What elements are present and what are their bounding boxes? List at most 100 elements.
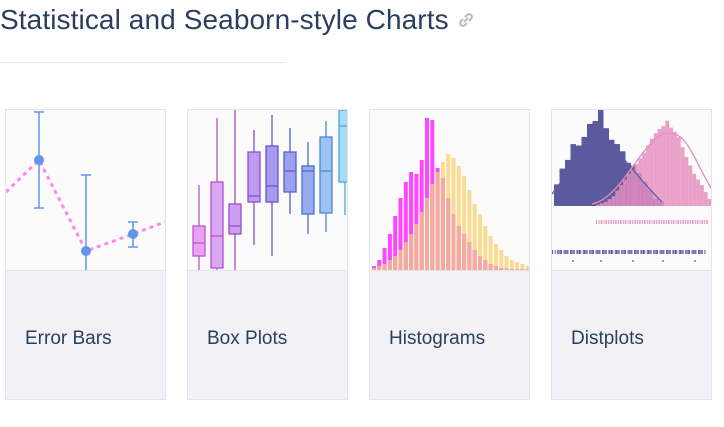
thumbnail-bar (696, 220, 698, 224)
thumbnail-bar (684, 157, 689, 206)
thumbnail-bar (624, 220, 626, 224)
thumbnail-bar (682, 250, 684, 254)
thumbnail-bar (567, 250, 569, 254)
thumbnail-bar (393, 256, 398, 270)
card-label-error-bars[interactable]: Error Bars (25, 328, 112, 349)
thumbnail-bar (586, 250, 588, 254)
error-bars-thumbnail (6, 110, 165, 270)
thumbnail-bar (650, 250, 652, 254)
thumbnail-bar (668, 250, 670, 254)
thumbnail-bar (615, 190, 620, 206)
thumbnail-bar (625, 250, 626, 254)
thumbnail-bar (630, 250, 632, 254)
card-distplots[interactable]: Distplots (551, 109, 712, 400)
box-plots-thumbnail (188, 110, 347, 270)
thumbnail-bar (685, 220, 686, 224)
thumbnail-bar (673, 131, 677, 206)
thumbnail-bar (632, 220, 634, 224)
card-footer: Box Plots (188, 270, 347, 399)
thumbnail-bar (620, 151, 626, 206)
thumbnail-bar (587, 123, 593, 206)
thumbnail-bar (558, 250, 560, 254)
thumbnail-bar (680, 147, 685, 206)
thumbnail-bar (451, 214, 456, 270)
thumbnail-bar (398, 198, 403, 270)
thumbnail-bar (611, 196, 616, 206)
thumbnail-bar (566, 250, 568, 254)
thumbnail-bar (636, 250, 638, 254)
thumbnail-bar (687, 220, 689, 224)
thumbnail-bar (599, 250, 601, 254)
thumbnail-bar (607, 199, 612, 206)
card-footer: Distplots (552, 270, 711, 399)
thumbnail-bar (617, 250, 619, 254)
thumbnail-bar (700, 250, 702, 254)
thumbnail-bar (611, 250, 612, 254)
thumbnail-bar (622, 220, 624, 224)
thumbnail-bar (657, 129, 662, 206)
thumbnail-bar (483, 260, 488, 270)
thumbnail-bar (467, 190, 472, 270)
thumbnail-bar (580, 250, 582, 254)
thumbnail-bar (478, 256, 482, 270)
thumbnail-bar (603, 201, 608, 206)
thumbnail-bar (387, 234, 392, 270)
thumbnail-bar (462, 176, 467, 270)
thumbnail-bar (572, 250, 574, 254)
thumbnail-curve (591, 132, 711, 205)
thumbnail-bar (680, 250, 681, 254)
card-footer: Error Bars (6, 270, 165, 399)
thumbnail-bar (632, 260, 634, 262)
thumbnail-bar (618, 250, 620, 254)
card-error-bars[interactable]: Error Bars (5, 109, 166, 400)
link-icon[interactable] (457, 11, 475, 29)
thumbnail-bar (552, 250, 553, 254)
thumbnail-bar (598, 220, 600, 224)
thumbnail-bar (704, 220, 706, 224)
card-label-histograms[interactable]: Histograms (389, 328, 486, 349)
thumbnail-bar (585, 250, 587, 254)
thumbnail-bar (493, 266, 498, 270)
thumbnail-bar (656, 220, 658, 224)
thumbnail-bar (598, 250, 600, 254)
thumbnail-bar (456, 166, 461, 270)
thumbnail-bar (563, 250, 565, 254)
thumbnail-bar (667, 250, 669, 254)
thumbnail-bar (603, 128, 609, 206)
thumbnail-bar (661, 220, 662, 224)
thumbnail-bar (707, 199, 711, 206)
thumbnail-bar (414, 174, 419, 270)
thumbnail-bar (377, 260, 382, 270)
thumbnail-bar (663, 250, 665, 254)
thumbnail-bar (648, 250, 649, 254)
thumbnail-bar (608, 220, 610, 224)
thumbnail-bar (639, 220, 641, 224)
card-label-box-plots[interactable]: Box Plots (207, 328, 288, 349)
thumbnail-curve (552, 138, 663, 203)
thumbnail-bar (577, 250, 579, 254)
thumbnail-bar (622, 250, 624, 254)
thumbnail-bar (499, 250, 504, 270)
thumbnail-bar (635, 250, 637, 254)
thumbnail-bar (704, 250, 706, 254)
card-histograms[interactable]: Histograms (369, 109, 530, 400)
thumbnail-bar (677, 220, 679, 224)
thumbnail-bar (666, 250, 667, 254)
thumbnail-bar (672, 250, 674, 254)
thumbnail-bar (608, 250, 610, 254)
thumbnail-bar (462, 234, 467, 270)
card-label-distplots[interactable]: Distplots (571, 328, 644, 349)
thumbnail-bar (571, 250, 573, 254)
thumbnail-bar (623, 250, 625, 254)
thumbnail-bar (688, 165, 693, 206)
thumbnail-bar (559, 168, 565, 206)
card-box-plots[interactable]: Box Plots (187, 109, 348, 400)
thumbnail-bar (659, 250, 661, 254)
thumbnail-bar (593, 250, 594, 254)
thumbnail-bar (661, 126, 666, 206)
thumbnail-bar (409, 172, 414, 270)
thumbnail-bar (600, 260, 602, 262)
thumbnail-bar (570, 144, 576, 206)
thumbnail-bar (419, 212, 424, 270)
thumbnail-bar (699, 185, 704, 206)
